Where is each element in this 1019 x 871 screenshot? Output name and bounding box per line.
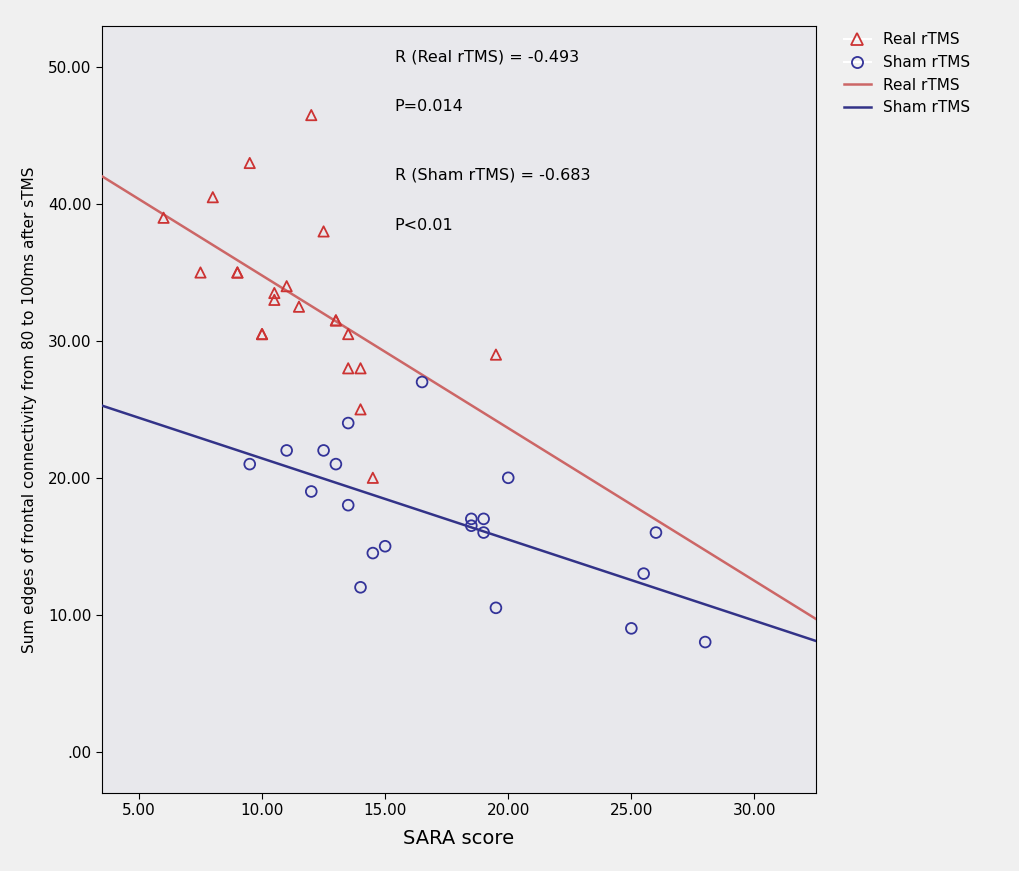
Point [155, 211, 171, 225]
Point [327, 457, 343, 471]
Legend: Real rTMS, Sham rTMS, Real rTMS, Sham rTMS: Real rTMS, Sham rTMS, Real rTMS, Sham rT… [837, 26, 975, 121]
Point [339, 327, 356, 341]
Point [205, 190, 221, 204]
Point [327, 314, 343, 327]
Point [499, 471, 516, 485]
Point [623, 621, 639, 635]
Point [303, 108, 319, 122]
Point [290, 300, 307, 314]
Text: R (Sham rTMS) = -0.683: R (Sham rTMS) = -0.683 [394, 168, 590, 183]
Text: R (Real rTMS) = -0.493: R (Real rTMS) = -0.493 [394, 49, 579, 64]
Point [463, 519, 479, 533]
Point [339, 361, 356, 375]
Point [339, 416, 356, 430]
Point [254, 327, 270, 341]
Point [696, 635, 712, 649]
Point [365, 471, 381, 485]
Point [229, 266, 246, 280]
Text: P=0.014: P=0.014 [394, 99, 464, 114]
X-axis label: SARA score: SARA score [404, 829, 514, 848]
Point [647, 525, 663, 539]
Point [327, 314, 343, 327]
Point [315, 225, 331, 239]
Point [315, 443, 331, 457]
Point [487, 348, 503, 361]
Point [278, 443, 294, 457]
Point [365, 546, 381, 560]
Point [303, 484, 319, 498]
Point [193, 266, 209, 280]
Point [487, 601, 503, 615]
Y-axis label: Sum edges of frontal connectivity from 80 to 100ms after sTMS: Sum edges of frontal connectivity from 8… [22, 166, 37, 652]
Point [475, 525, 491, 539]
Point [635, 567, 651, 581]
Text: P<0.01: P<0.01 [394, 218, 453, 233]
Point [352, 361, 368, 375]
Point [339, 498, 356, 512]
Point [229, 266, 246, 280]
Point [242, 156, 258, 170]
Point [266, 293, 282, 307]
Point [278, 280, 294, 294]
Point [352, 402, 368, 416]
Point [463, 512, 479, 526]
Point [352, 580, 368, 594]
Point [242, 457, 258, 471]
Point [254, 327, 270, 341]
Point [475, 512, 491, 526]
Point [414, 375, 430, 389]
Point [266, 286, 282, 300]
Point [377, 539, 393, 553]
